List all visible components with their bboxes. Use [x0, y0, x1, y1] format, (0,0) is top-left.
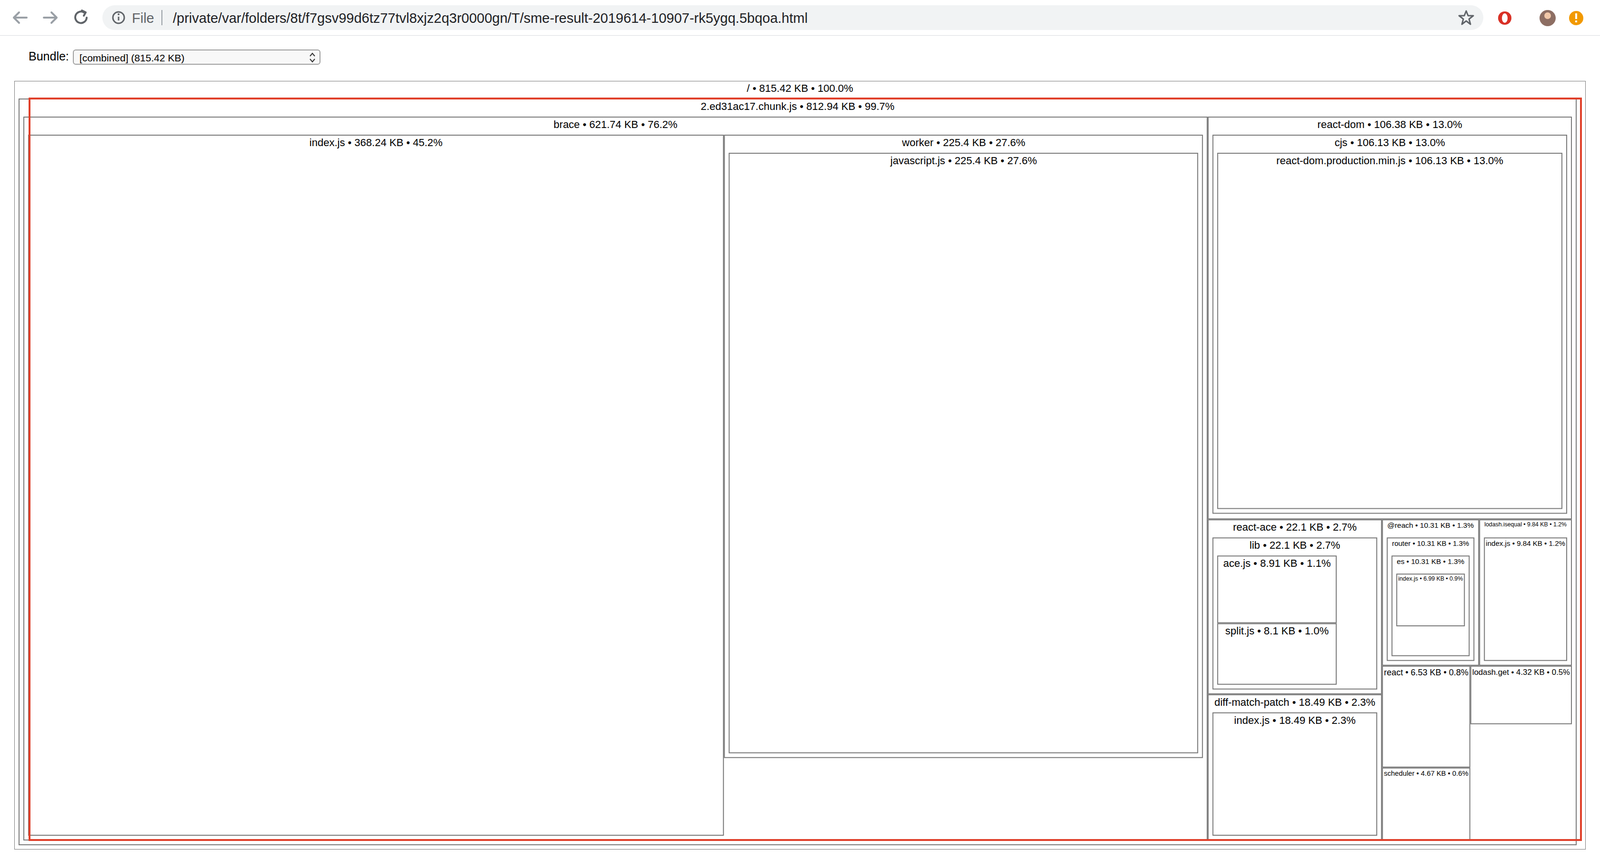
- svg-text:lodash.get • 4.32 KB • 0.5%: lodash.get • 4.32 KB • 0.5%: [1472, 668, 1570, 678]
- svg-text:diff-match-patch • 18.49 KB •: diff-match-patch • 18.49 KB • 2.3%: [1214, 696, 1376, 709]
- svg-text:es • 10.31 KB • 1.3%: es • 10.31 KB • 1.3%: [1396, 557, 1465, 566]
- svg-text:worker • 225.4 KB • 27.6%: worker • 225.4 KB • 27.6%: [901, 136, 1026, 149]
- svg-text:cjs • 106.13 KB • 13.0%: cjs • 106.13 KB • 13.0%: [1334, 136, 1446, 149]
- svg-text:index.js • 9.84 KB • 1.2%: index.js • 9.84 KB • 1.2%: [1485, 539, 1566, 548]
- svg-text:@reach • 10.31 KB • 1.3%: @reach • 10.31 KB • 1.3%: [1387, 521, 1474, 530]
- svg-text:javascript.js • 225.4 KB • 27.: javascript.js • 225.4 KB • 27.6%: [890, 154, 1038, 167]
- html-text:[combined] (815.42 KB): [combined] (815.42 KB): [79, 52, 185, 64]
- svg-text:react-ace • 22.1 KB • 2.7%: react-ace • 22.1 KB • 2.7%: [1232, 521, 1357, 534]
- html-text:Bundle:: Bundle:: [28, 49, 69, 63]
- svg-text:index.js • 18.49 KB • 2.3%: index.js • 18.49 KB • 2.3%: [1234, 714, 1356, 727]
- svg-text:index.js • 6.99 KB • 0.9%: index.js • 6.99 KB • 0.9%: [1398, 575, 1463, 583]
- html-text:/private/var/folders/8t/f7gsv9: /private/var/folders/8t/f7gsv99d6tz77tvl…: [172, 10, 808, 26]
- svg-text:router • 10.31 KB • 1.3%: router • 10.31 KB • 1.3%: [1391, 539, 1470, 548]
- svg-text:react • 6.53 KB • 0.8%: react • 6.53 KB • 0.8%: [1383, 668, 1469, 678]
- svg-text:index.js • 368.24 KB • 45.2%: index.js • 368.24 KB • 45.2%: [309, 136, 443, 149]
- svg-text:split.js • 8.1 KB • 1.0%: split.js • 8.1 KB • 1.0%: [1225, 625, 1329, 638]
- svg-text:lib • 22.1 KB • 2.7%: lib • 22.1 KB • 2.7%: [1249, 539, 1340, 552]
- svg-text:/ • 815.42 KB • 100.0%: / • 815.42 KB • 100.0%: [746, 82, 853, 95]
- svg-text:react-dom.production.min.js •: react-dom.production.min.js • 106.13 KB …: [1276, 154, 1503, 167]
- svg-text:brace • 621.74 KB • 76.2%: brace • 621.74 KB • 76.2%: [553, 118, 678, 131]
- svg-text:2.ed31ac17.chunk.js • 812.94 K: 2.ed31ac17.chunk.js • 812.94 KB • 99.7%: [700, 100, 895, 113]
- svg-text:ace.js • 8.91 KB • 1.1%: ace.js • 8.91 KB • 1.1%: [1223, 557, 1331, 570]
- svg-text:scheduler • 4.67 KB • 0.6%: scheduler • 4.67 KB • 0.6%: [1383, 770, 1469, 778]
- html-text:File: File: [131, 10, 155, 26]
- svg-text:lodash.isequal • 9.84 KB • 1.2: lodash.isequal • 9.84 KB • 1.2%: [1484, 521, 1567, 529]
- svg-text:react-dom • 106.38 KB • 13.0%: react-dom • 106.38 KB • 13.0%: [1317, 118, 1463, 131]
